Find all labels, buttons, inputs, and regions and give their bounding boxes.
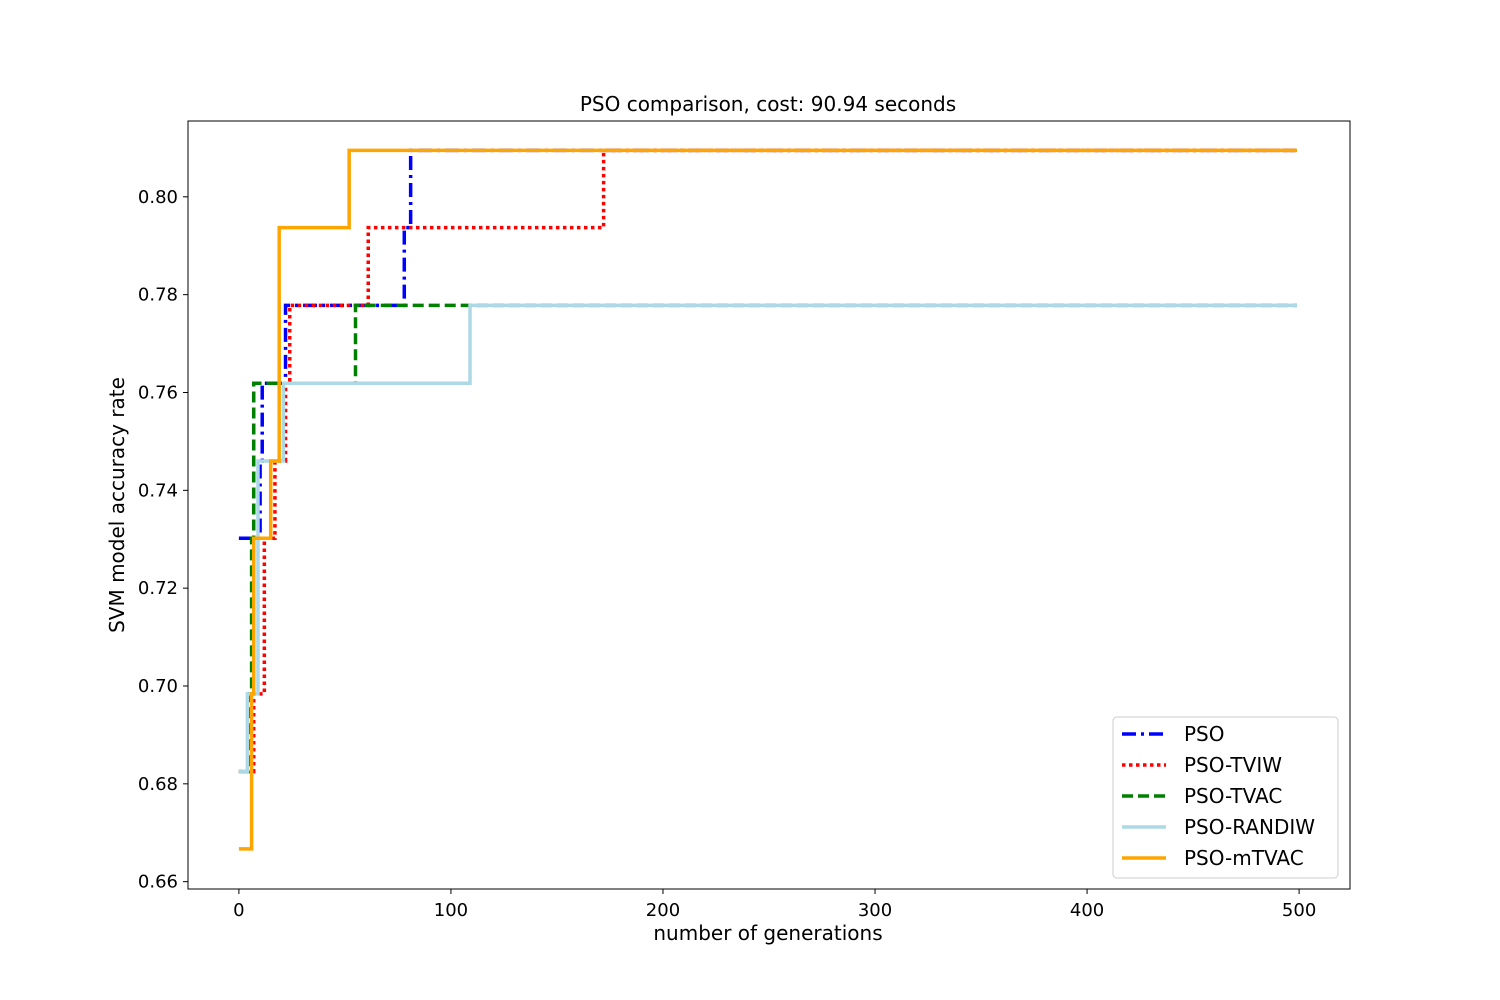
y-axis-label: SVM model accuracy rate [105,377,129,633]
x-tick-label: 500 [1282,900,1316,921]
x-tick-label: 400 [1070,900,1104,921]
y-tick-label: 0.76 [138,382,178,403]
x-axis-ticks: 0 100 200 300 400 500 [233,889,1316,921]
legend-label-5: PSO-mTVAC [1184,846,1304,870]
legend-label-1: PSO [1184,722,1225,746]
legend-label-3: PSO-TVAC [1184,784,1282,808]
legend-label-2: PSO-TVIW [1184,753,1282,777]
y-tick-label: 0.72 [138,578,178,599]
plot-area-frame [187,120,1351,890]
series-line-5 [238,148,1297,851]
x-tick-label: 0 [233,900,244,921]
y-axis-ticks: 0.66 0.68 0.70 0.72 0.74 0.76 0.78 0.80 [138,187,188,893]
y-tick-label: 0.78 [138,285,178,306]
y-tick-label: 0.68 [138,774,178,795]
plot-lines [238,148,1297,851]
x-tick-label: 100 [434,900,468,921]
legend-box [1112,716,1339,879]
legend: PSO PSO-TVIW PSO-TVAC PSO-RANDIW PSO-mTVAC [1112,716,1339,879]
y-tick-label: 0.66 [138,872,178,893]
y-tick-label: 0.70 [138,676,178,697]
x-axis-label: number of generations [653,921,882,945]
series-line-1 [238,148,1297,541]
x-tick-label: 200 [646,900,680,921]
y-tick-label: 0.74 [138,480,178,501]
y-tick-label: 0.80 [138,187,178,208]
legend-label-4: PSO-RANDIW [1184,815,1315,839]
chart-title: PSO comparison, cost: 90.94 seconds [580,92,956,116]
x-tick-label: 300 [858,900,892,921]
